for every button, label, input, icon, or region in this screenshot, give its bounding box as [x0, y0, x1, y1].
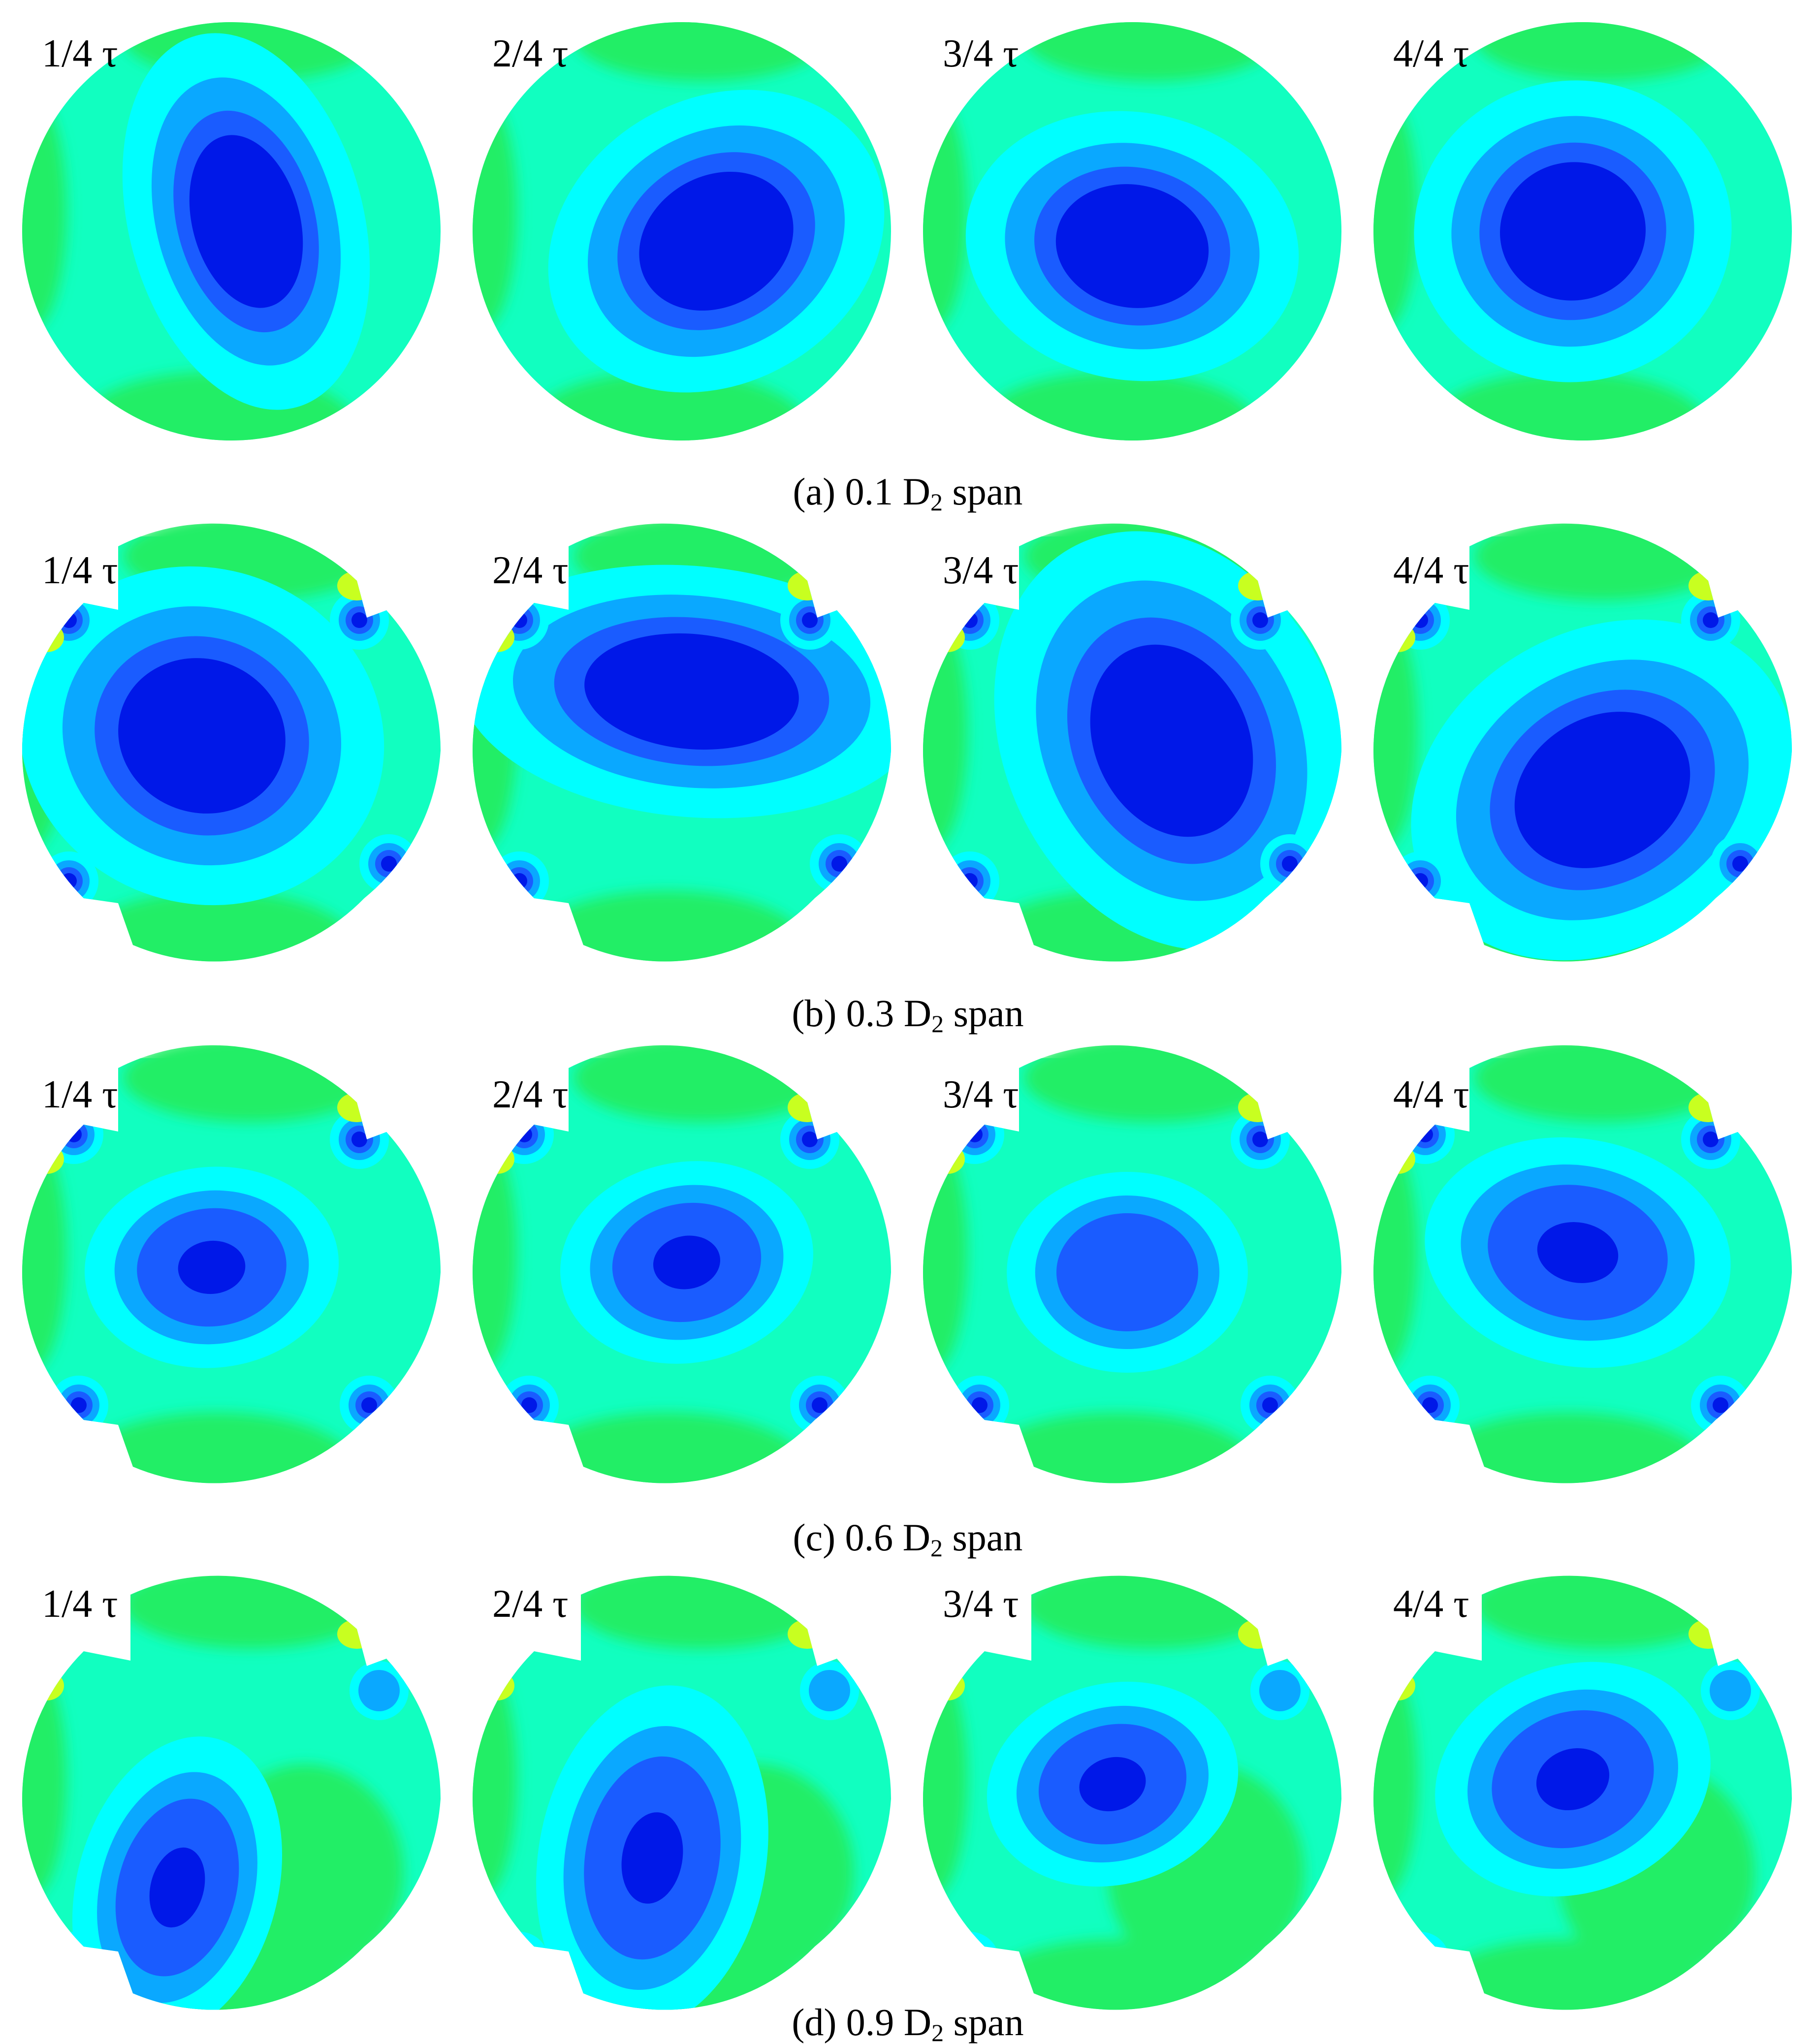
contour-frame: 3/4 τ	[923, 22, 1341, 440]
frame-label: 4/4 τ	[1393, 1582, 1469, 1626]
frame-label: 4/4 τ	[1393, 1073, 1469, 1116]
contour-frame: 1/4 τ	[22, 523, 441, 962]
panel-caption: (a) 0.1 D2 span	[793, 470, 1023, 516]
panel-4: 1/4 τ 2/4 τ 3/4 τ 4/4 τ (d) 0.9 D2 span	[22, 1575, 1792, 2044]
frame-label: 1/4 τ	[42, 1582, 118, 1626]
frame-label: 3/4 τ	[943, 1582, 1019, 1626]
frame-label: 2/4 τ	[492, 1073, 568, 1116]
panel-caption: (c) 0.6 D2 span	[793, 1516, 1023, 1562]
frame-label: 2/4 τ	[492, 549, 568, 592]
frame-label: 1/4 τ	[42, 32, 118, 75]
contour-frame: 2/4 τ	[473, 523, 891, 962]
panel-2: 1/4 τ 2/4 τ 3/4 τ 4/4 τ (b) 0.3 D2 span	[22, 523, 1792, 1038]
frame-label: 3/4 τ	[943, 549, 1019, 592]
contour-frame: 4/4 τ	[1373, 523, 1792, 962]
panel-1: 1/4 τ 2/4 τ 3/4 τ 4/4 τ (a) 0.1 D2 span	[22, 22, 1792, 516]
frame-label: 1/4 τ	[42, 1073, 118, 1116]
contour-frame: 4/4 τ	[1373, 1045, 1792, 1483]
contour-frame: 3/4 τ	[923, 1575, 1341, 2010]
contour-frame: 4/4 τ	[1373, 22, 1792, 440]
contour-frame: 1/4 τ	[22, 1575, 441, 2010]
contour-frame: 2/4 τ	[473, 22, 891, 440]
panel-3: 1/4 τ 2/4 τ 3/4 τ 4/4 τ (c) 0.6 D2 span	[22, 1045, 1792, 1562]
contour-frame: 4/4 τ	[1373, 1575, 1792, 2010]
panel-caption: (d) 0.9 D2 span	[792, 2001, 1023, 2044]
frame-label: 4/4 τ	[1393, 549, 1469, 592]
frame-label: 4/4 τ	[1393, 32, 1469, 75]
contour-frame: 1/4 τ	[22, 1045, 441, 1483]
frame-label: 1/4 τ	[42, 549, 118, 592]
contour-frame: 2/4 τ	[473, 1045, 891, 1483]
contour-frame: 2/4 τ	[473, 1575, 891, 2010]
contour-frame: 3/4 τ	[923, 523, 1341, 962]
contour-frame: 3/4 τ	[923, 1045, 1341, 1483]
frame-label: 2/4 τ	[492, 1582, 568, 1626]
contour-frame: 1/4 τ	[22, 22, 441, 440]
frame-label: 3/4 τ	[943, 32, 1019, 75]
panel-caption: (b) 0.3 D2 span	[792, 992, 1023, 1038]
frame-label: 3/4 τ	[943, 1073, 1019, 1116]
frame-label: 2/4 τ	[492, 32, 568, 75]
